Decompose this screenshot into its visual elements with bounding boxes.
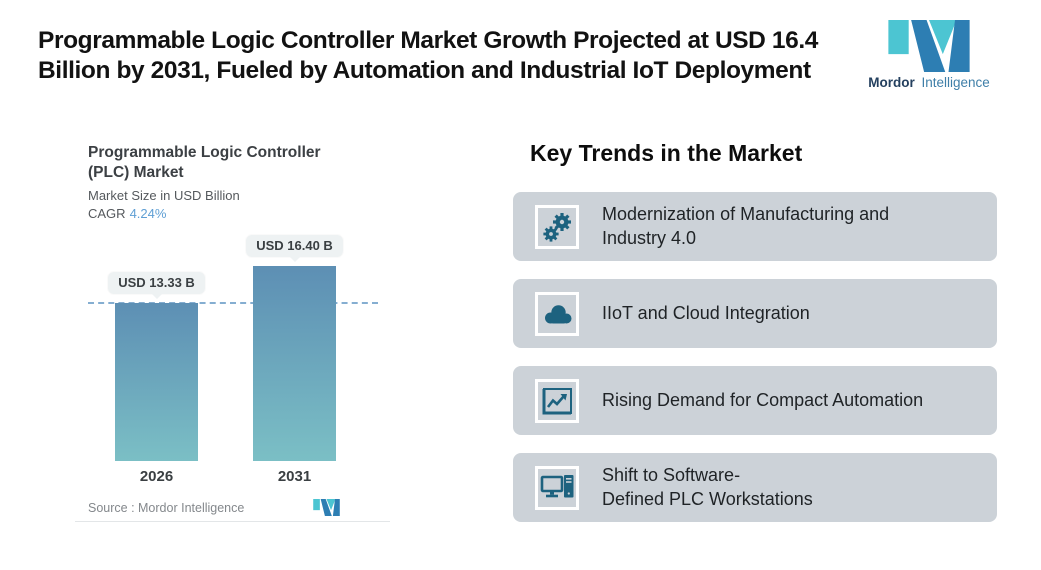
chart-source-label: Source : Mordor Intelligence bbox=[88, 500, 245, 515]
trend-label-line1: Modernization of Manufacturing and bbox=[602, 203, 890, 224]
page-title: Programmable Logic Controller Market Gro… bbox=[38, 26, 898, 86]
x-label-2026: 2026 bbox=[139, 468, 174, 486]
workstation-icon bbox=[535, 465, 579, 510]
trend-label-line1: Shift to Software- bbox=[602, 464, 741, 485]
chart-subtitle: Market Size in USD Billion bbox=[88, 188, 240, 204]
trend-cards: Modernization of Manufacturing and Indus… bbox=[513, 192, 997, 522]
cagr-label: CAGR bbox=[88, 206, 126, 222]
trend-label-line2: Industry 4.0 bbox=[602, 227, 697, 248]
trend-label: Modernization of Manufacturing and Indus… bbox=[602, 203, 889, 251]
trend-label-line1: Rising Demand for Compact Automation bbox=[602, 389, 924, 410]
bar-group-2031: USD 16.40 B bbox=[246, 235, 343, 462]
chart-title: Programmable Logic Controller (PLC) Mark… bbox=[88, 143, 378, 183]
chart-title-line2: (PLC) Market bbox=[88, 164, 184, 182]
brand-name: Mordor Intelligence bbox=[866, 75, 992, 90]
bar-value-2031: USD 16.40 B bbox=[256, 238, 333, 254]
bar-value-badge-2031: USD 16.40 B bbox=[246, 235, 343, 258]
trend-card-iiot-cloud: IIoT and Cloud Integration bbox=[513, 279, 997, 348]
trend-label: IIoT and Cloud Integration bbox=[602, 302, 810, 326]
gears-icon bbox=[535, 204, 579, 249]
trend-card-software-defined: Shift to Software- Defined PLC Workstati… bbox=[513, 453, 997, 522]
key-trends-heading: Key Trends in the Market bbox=[530, 140, 803, 166]
reference-dashed-line bbox=[88, 301, 378, 304]
trend-label-line2: Defined PLC Workstations bbox=[602, 488, 813, 509]
trend-label: Shift to Software- Defined PLC Workstati… bbox=[602, 464, 813, 512]
page-title-line1: Programmable Logic Controller Market Gro… bbox=[38, 27, 818, 54]
x-axis-labels: 2026 2031 bbox=[88, 468, 378, 490]
trend-label-line1: IIoT and Cloud Integration bbox=[602, 302, 810, 323]
key-trends-section: Key Trends in the Market bbox=[513, 140, 997, 540]
brand-name-light: Intelligence bbox=[921, 75, 990, 90]
page-title-line2: Billion by 2031, Fueled by Automation an… bbox=[38, 56, 811, 84]
trend-card-modernization: Modernization of Manufacturing and Indus… bbox=[513, 192, 997, 261]
trend-card-compact-automation: Rising Demand for Compact Automation bbox=[513, 366, 997, 435]
chart-title-line1: Programmable Logic Controller bbox=[88, 144, 321, 161]
bar-group-2026: USD 13.33 B bbox=[108, 271, 205, 462]
line-chart-icon bbox=[535, 378, 579, 423]
brand-logo: Mordor Intelligence bbox=[866, 20, 992, 90]
market-chart-panel: Programmable Logic Controller (PLC) Mark… bbox=[75, 130, 390, 522]
bar-value-badge-2026: USD 13.33 B bbox=[108, 271, 205, 294]
x-label-2031: 2031 bbox=[277, 468, 312, 486]
bar-2031 bbox=[253, 266, 336, 462]
cagr-value: 4.24% bbox=[129, 206, 167, 222]
chart-source-row: Source : Mordor Intelligence bbox=[88, 499, 378, 517]
cagr-row: CAGR 4.24% bbox=[88, 206, 378, 221]
brand-name-bold: Mordor bbox=[868, 75, 915, 90]
mordor-intelligence-logo-icon bbox=[888, 20, 970, 72]
bar-chart-plot: USD 13.33 B USD 16.40 B bbox=[88, 233, 378, 462]
cloud-icon bbox=[535, 291, 579, 336]
bar-value-2026: USD 13.33 B bbox=[118, 274, 195, 290]
trend-label: Rising Demand for Compact Automation bbox=[602, 389, 923, 413]
bar-2026 bbox=[115, 302, 198, 462]
source-logo-icon bbox=[313, 499, 340, 517]
